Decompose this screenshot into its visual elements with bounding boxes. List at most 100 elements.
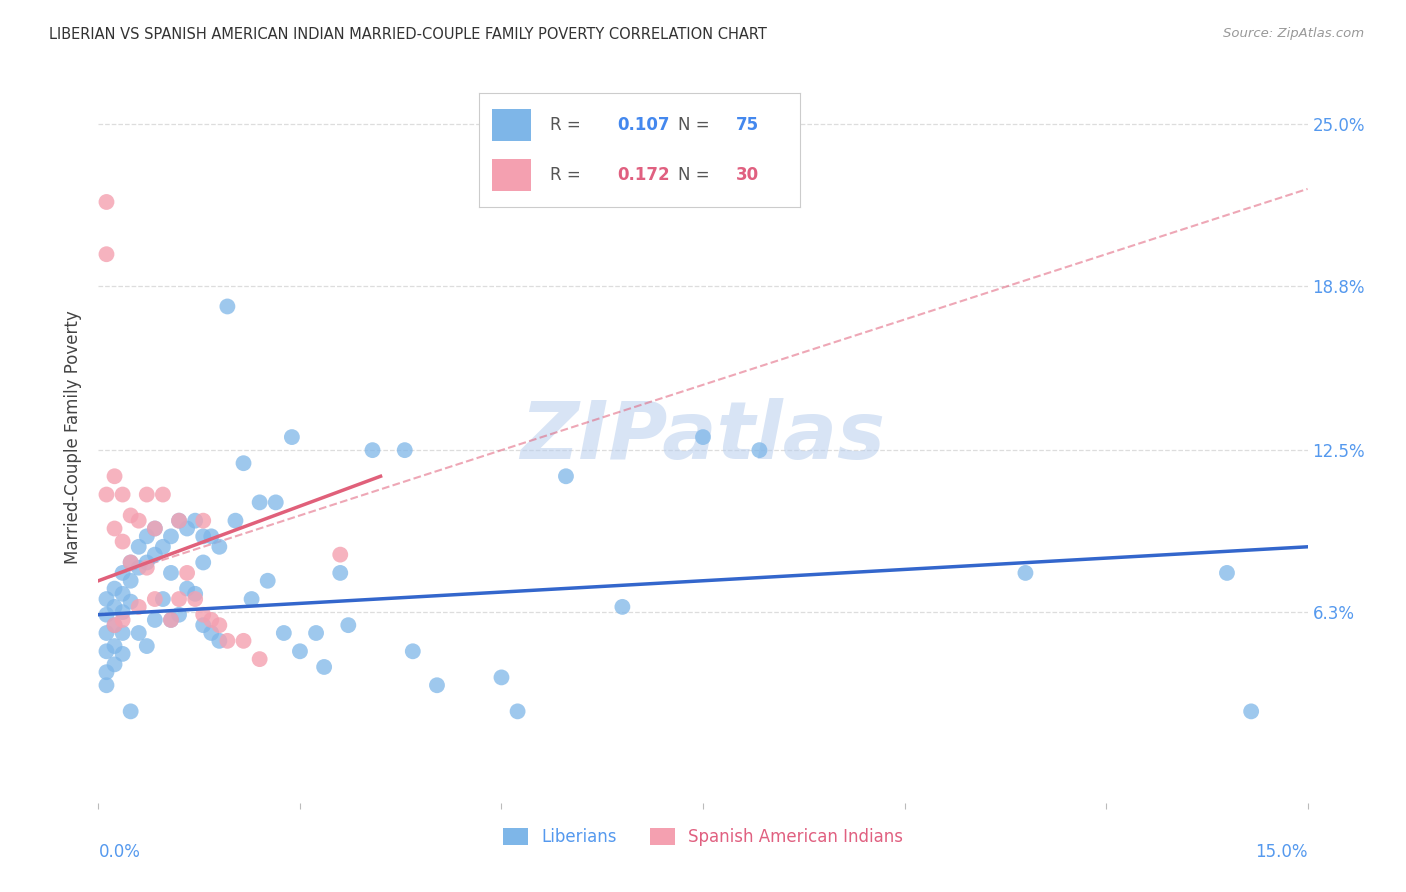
- Point: [167, 607, 190, 622]
- Point: [111, 613, 134, 627]
- Point: [176, 521, 198, 535]
- Point: [120, 508, 142, 523]
- Point: [96, 665, 118, 680]
- Point: [184, 587, 207, 601]
- Point: [208, 618, 231, 632]
- Text: 0.0%: 0.0%: [98, 843, 141, 861]
- Text: 15.0%: 15.0%: [1256, 843, 1308, 861]
- Point: [103, 599, 125, 614]
- Point: [506, 705, 529, 719]
- Point: [160, 613, 183, 627]
- Point: [305, 626, 328, 640]
- Point: [103, 582, 125, 596]
- Point: [96, 644, 118, 658]
- Point: [111, 566, 134, 580]
- Point: [96, 487, 118, 501]
- Point: [128, 514, 150, 528]
- Point: [176, 566, 198, 580]
- Point: [1240, 705, 1263, 719]
- Point: [208, 540, 231, 554]
- Point: [96, 592, 118, 607]
- Point: [103, 618, 125, 632]
- Point: [103, 469, 125, 483]
- Point: [103, 639, 125, 653]
- Point: [120, 556, 142, 570]
- Point: [135, 529, 157, 543]
- Point: [111, 626, 134, 640]
- Point: [152, 540, 174, 554]
- Point: [394, 443, 416, 458]
- Point: [143, 548, 166, 562]
- Point: [337, 618, 360, 632]
- Point: [152, 487, 174, 501]
- Point: [1216, 566, 1239, 580]
- Point: [1014, 566, 1036, 580]
- Y-axis label: Married-Couple Family Poverty: Married-Couple Family Poverty: [65, 310, 83, 564]
- Point: [256, 574, 278, 588]
- Point: [281, 430, 304, 444]
- Point: [176, 582, 198, 596]
- Point: [128, 626, 150, 640]
- Point: [491, 670, 513, 684]
- Point: [128, 560, 150, 574]
- Point: [111, 487, 134, 501]
- Point: [184, 514, 207, 528]
- Point: [555, 469, 578, 483]
- Text: LIBERIAN VS SPANISH AMERICAN INDIAN MARRIED-COUPLE FAMILY POVERTY CORRELATION CH: LIBERIAN VS SPANISH AMERICAN INDIAN MARR…: [49, 27, 768, 42]
- Point: [193, 607, 215, 622]
- Point: [103, 521, 125, 535]
- Point: [200, 626, 222, 640]
- Point: [160, 613, 183, 627]
- Point: [111, 647, 134, 661]
- Point: [314, 660, 336, 674]
- Point: [249, 495, 271, 509]
- Point: [120, 594, 142, 608]
- Point: [217, 300, 239, 314]
- Point: [152, 592, 174, 607]
- Point: [96, 626, 118, 640]
- Point: [143, 521, 166, 535]
- Point: [361, 443, 384, 458]
- Point: [96, 247, 118, 261]
- Point: [135, 560, 157, 574]
- Point: [160, 529, 183, 543]
- Point: [200, 613, 222, 627]
- Point: [264, 495, 287, 509]
- Point: [135, 639, 157, 653]
- Point: [224, 514, 246, 528]
- Point: [103, 657, 125, 672]
- Point: [135, 487, 157, 501]
- Point: [135, 556, 157, 570]
- Point: [193, 556, 215, 570]
- Point: [402, 644, 425, 658]
- Point: [273, 626, 295, 640]
- Point: [167, 592, 190, 607]
- Point: [184, 592, 207, 607]
- Point: [120, 556, 142, 570]
- Text: Source: ZipAtlas.com: Source: ZipAtlas.com: [1223, 27, 1364, 40]
- Point: [111, 587, 134, 601]
- Point: [232, 456, 254, 470]
- Point: [96, 607, 118, 622]
- Point: [193, 618, 215, 632]
- Point: [288, 644, 311, 658]
- Point: [96, 194, 118, 209]
- Point: [232, 633, 254, 648]
- Point: [120, 705, 142, 719]
- Point: [111, 534, 134, 549]
- Point: [426, 678, 449, 692]
- Point: [240, 592, 263, 607]
- Legend: Liberians, Spanish American Indians: Liberians, Spanish American Indians: [496, 822, 910, 853]
- Point: [612, 599, 634, 614]
- Text: ZIPatlas: ZIPatlas: [520, 398, 886, 476]
- Point: [208, 633, 231, 648]
- Point: [111, 605, 134, 619]
- Point: [128, 599, 150, 614]
- Point: [167, 514, 190, 528]
- Point: [748, 443, 770, 458]
- Point: [120, 574, 142, 588]
- Point: [96, 678, 118, 692]
- Point: [692, 430, 714, 444]
- Point: [143, 592, 166, 607]
- Point: [217, 633, 239, 648]
